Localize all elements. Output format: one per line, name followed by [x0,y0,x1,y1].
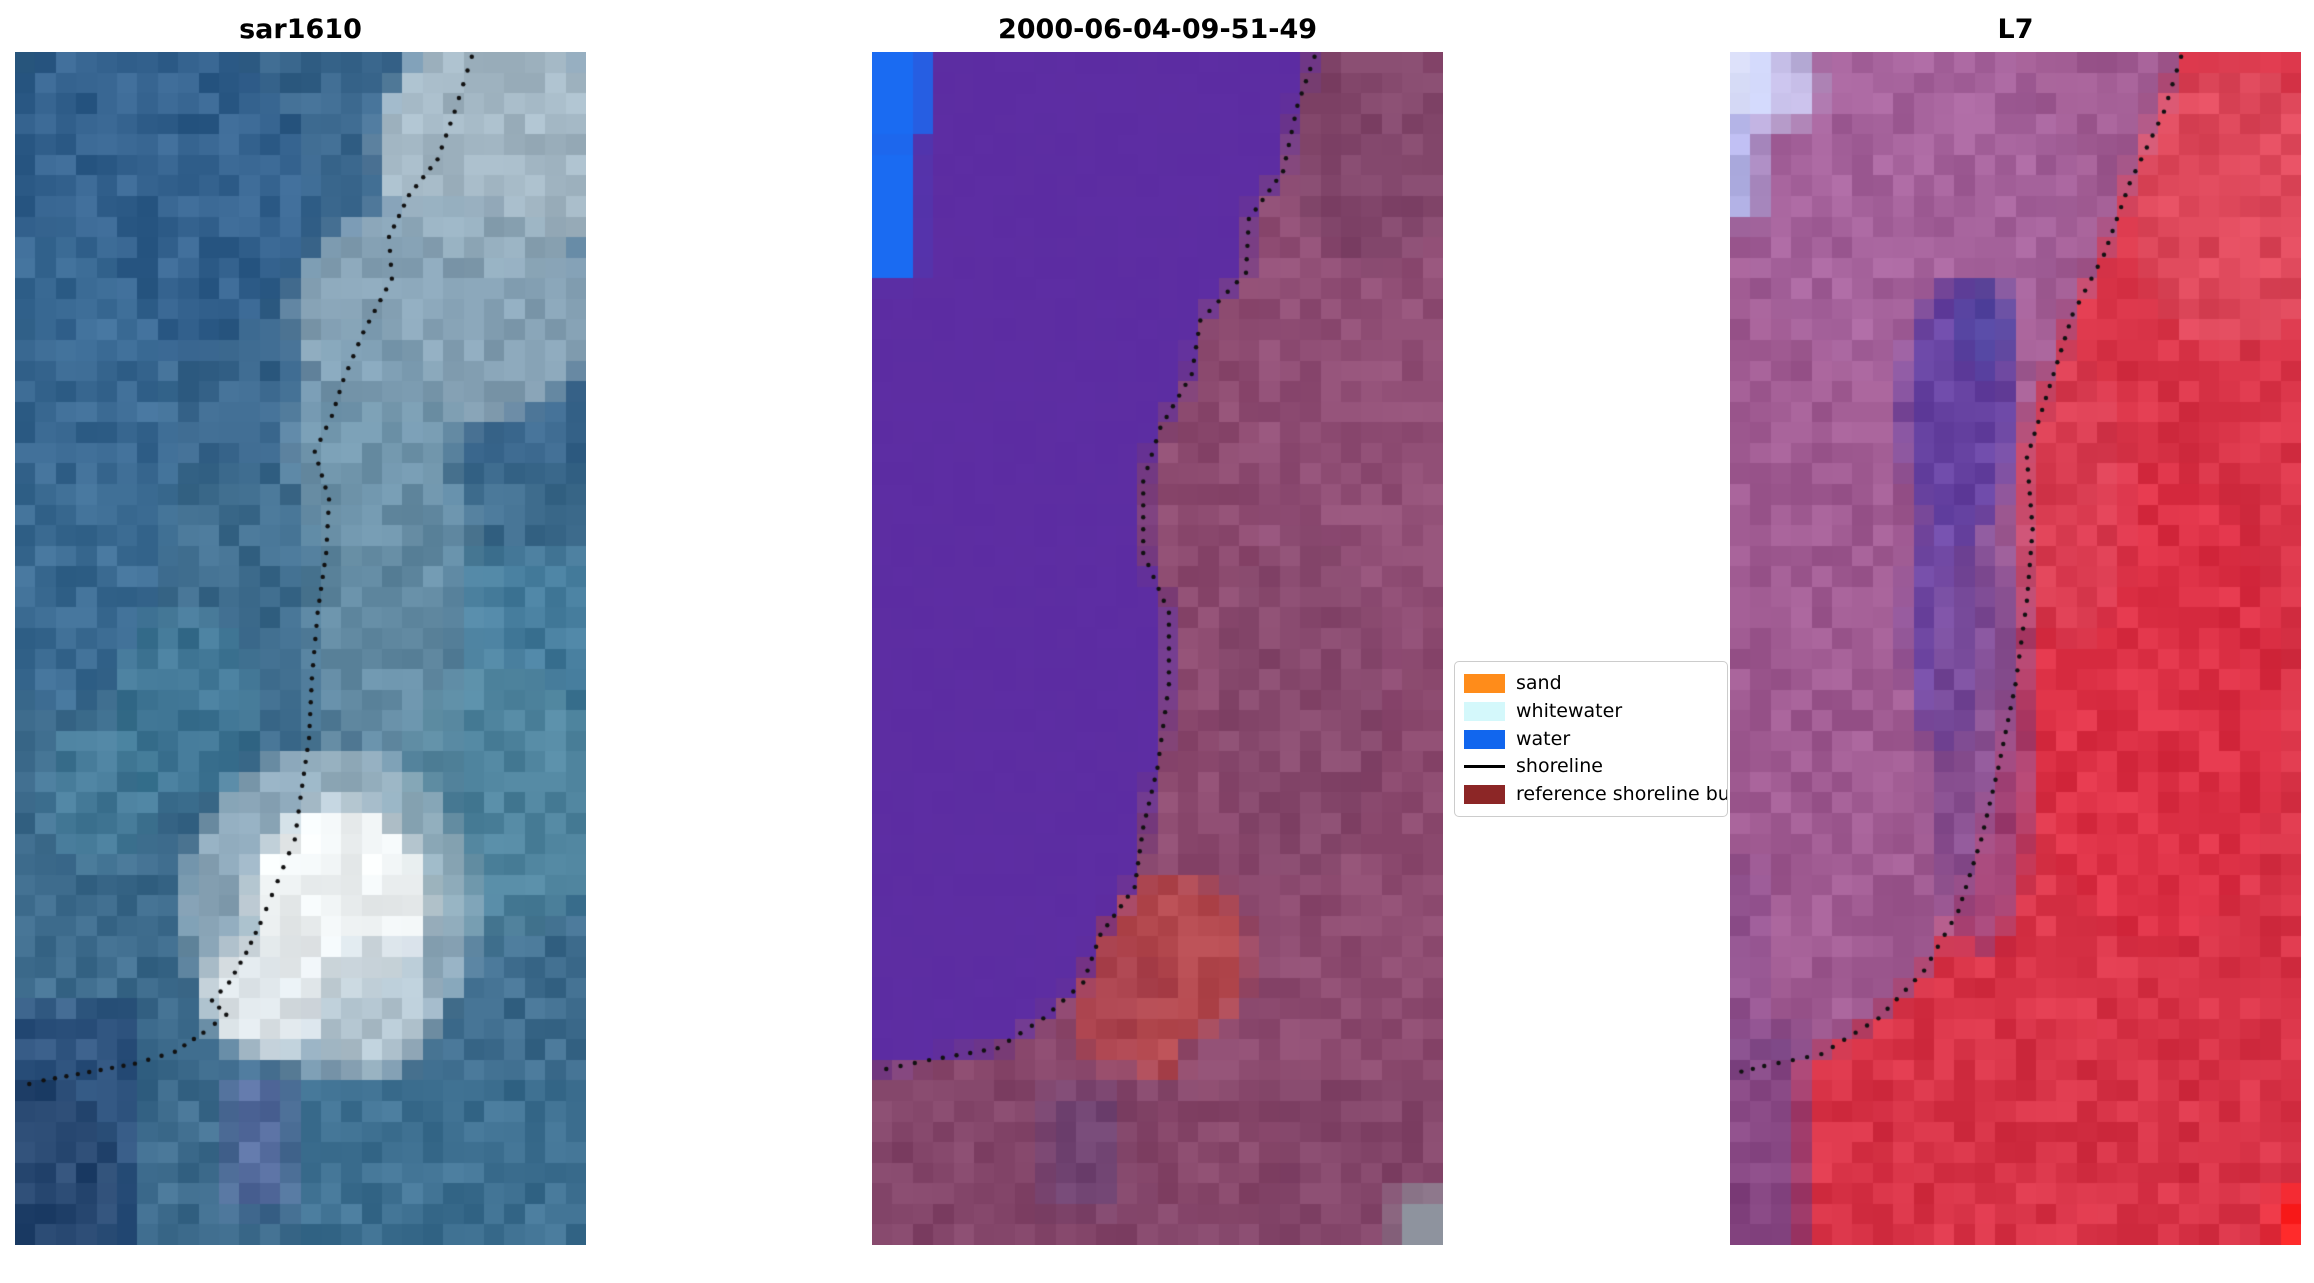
legend-item-reference-shoreline: reference shoreline buffer [1464,781,1727,808]
panel-title-l7: L7 [1997,14,2034,45]
panel-image-l7 [1730,52,2301,1245]
legend-label-water: water [1516,727,1571,750]
legend-label-reference-shoreline: reference shoreline buffer [1516,783,1727,805]
reference-shoreline-swatch [1464,785,1505,804]
legend-item-water: water [1464,726,1727,753]
panel-image-sar1610 [15,52,586,1245]
legend: sand whitewater water shoreline referenc… [1454,661,1728,817]
panel-title-sar1610: sar1610 [239,14,362,45]
legend-item-shoreline: shoreline [1464,753,1727,780]
legend-label-whitewater: whitewater [1516,699,1623,722]
water-swatch [1464,729,1505,749]
legend-label-shoreline: shoreline [1516,755,1603,778]
sand-swatch [1464,674,1505,693]
panel-title-date: 2000-06-04-09-51-49 [997,14,1318,45]
legend-item-whitewater: whitewater [1464,698,1727,725]
shoreline-line-swatch [1464,765,1505,769]
whitewater-swatch [1464,701,1505,721]
legend-item-sand: sand [1464,670,1727,697]
panel-image-classified [872,52,1443,1245]
legend-label-sand: sand [1516,672,1562,694]
